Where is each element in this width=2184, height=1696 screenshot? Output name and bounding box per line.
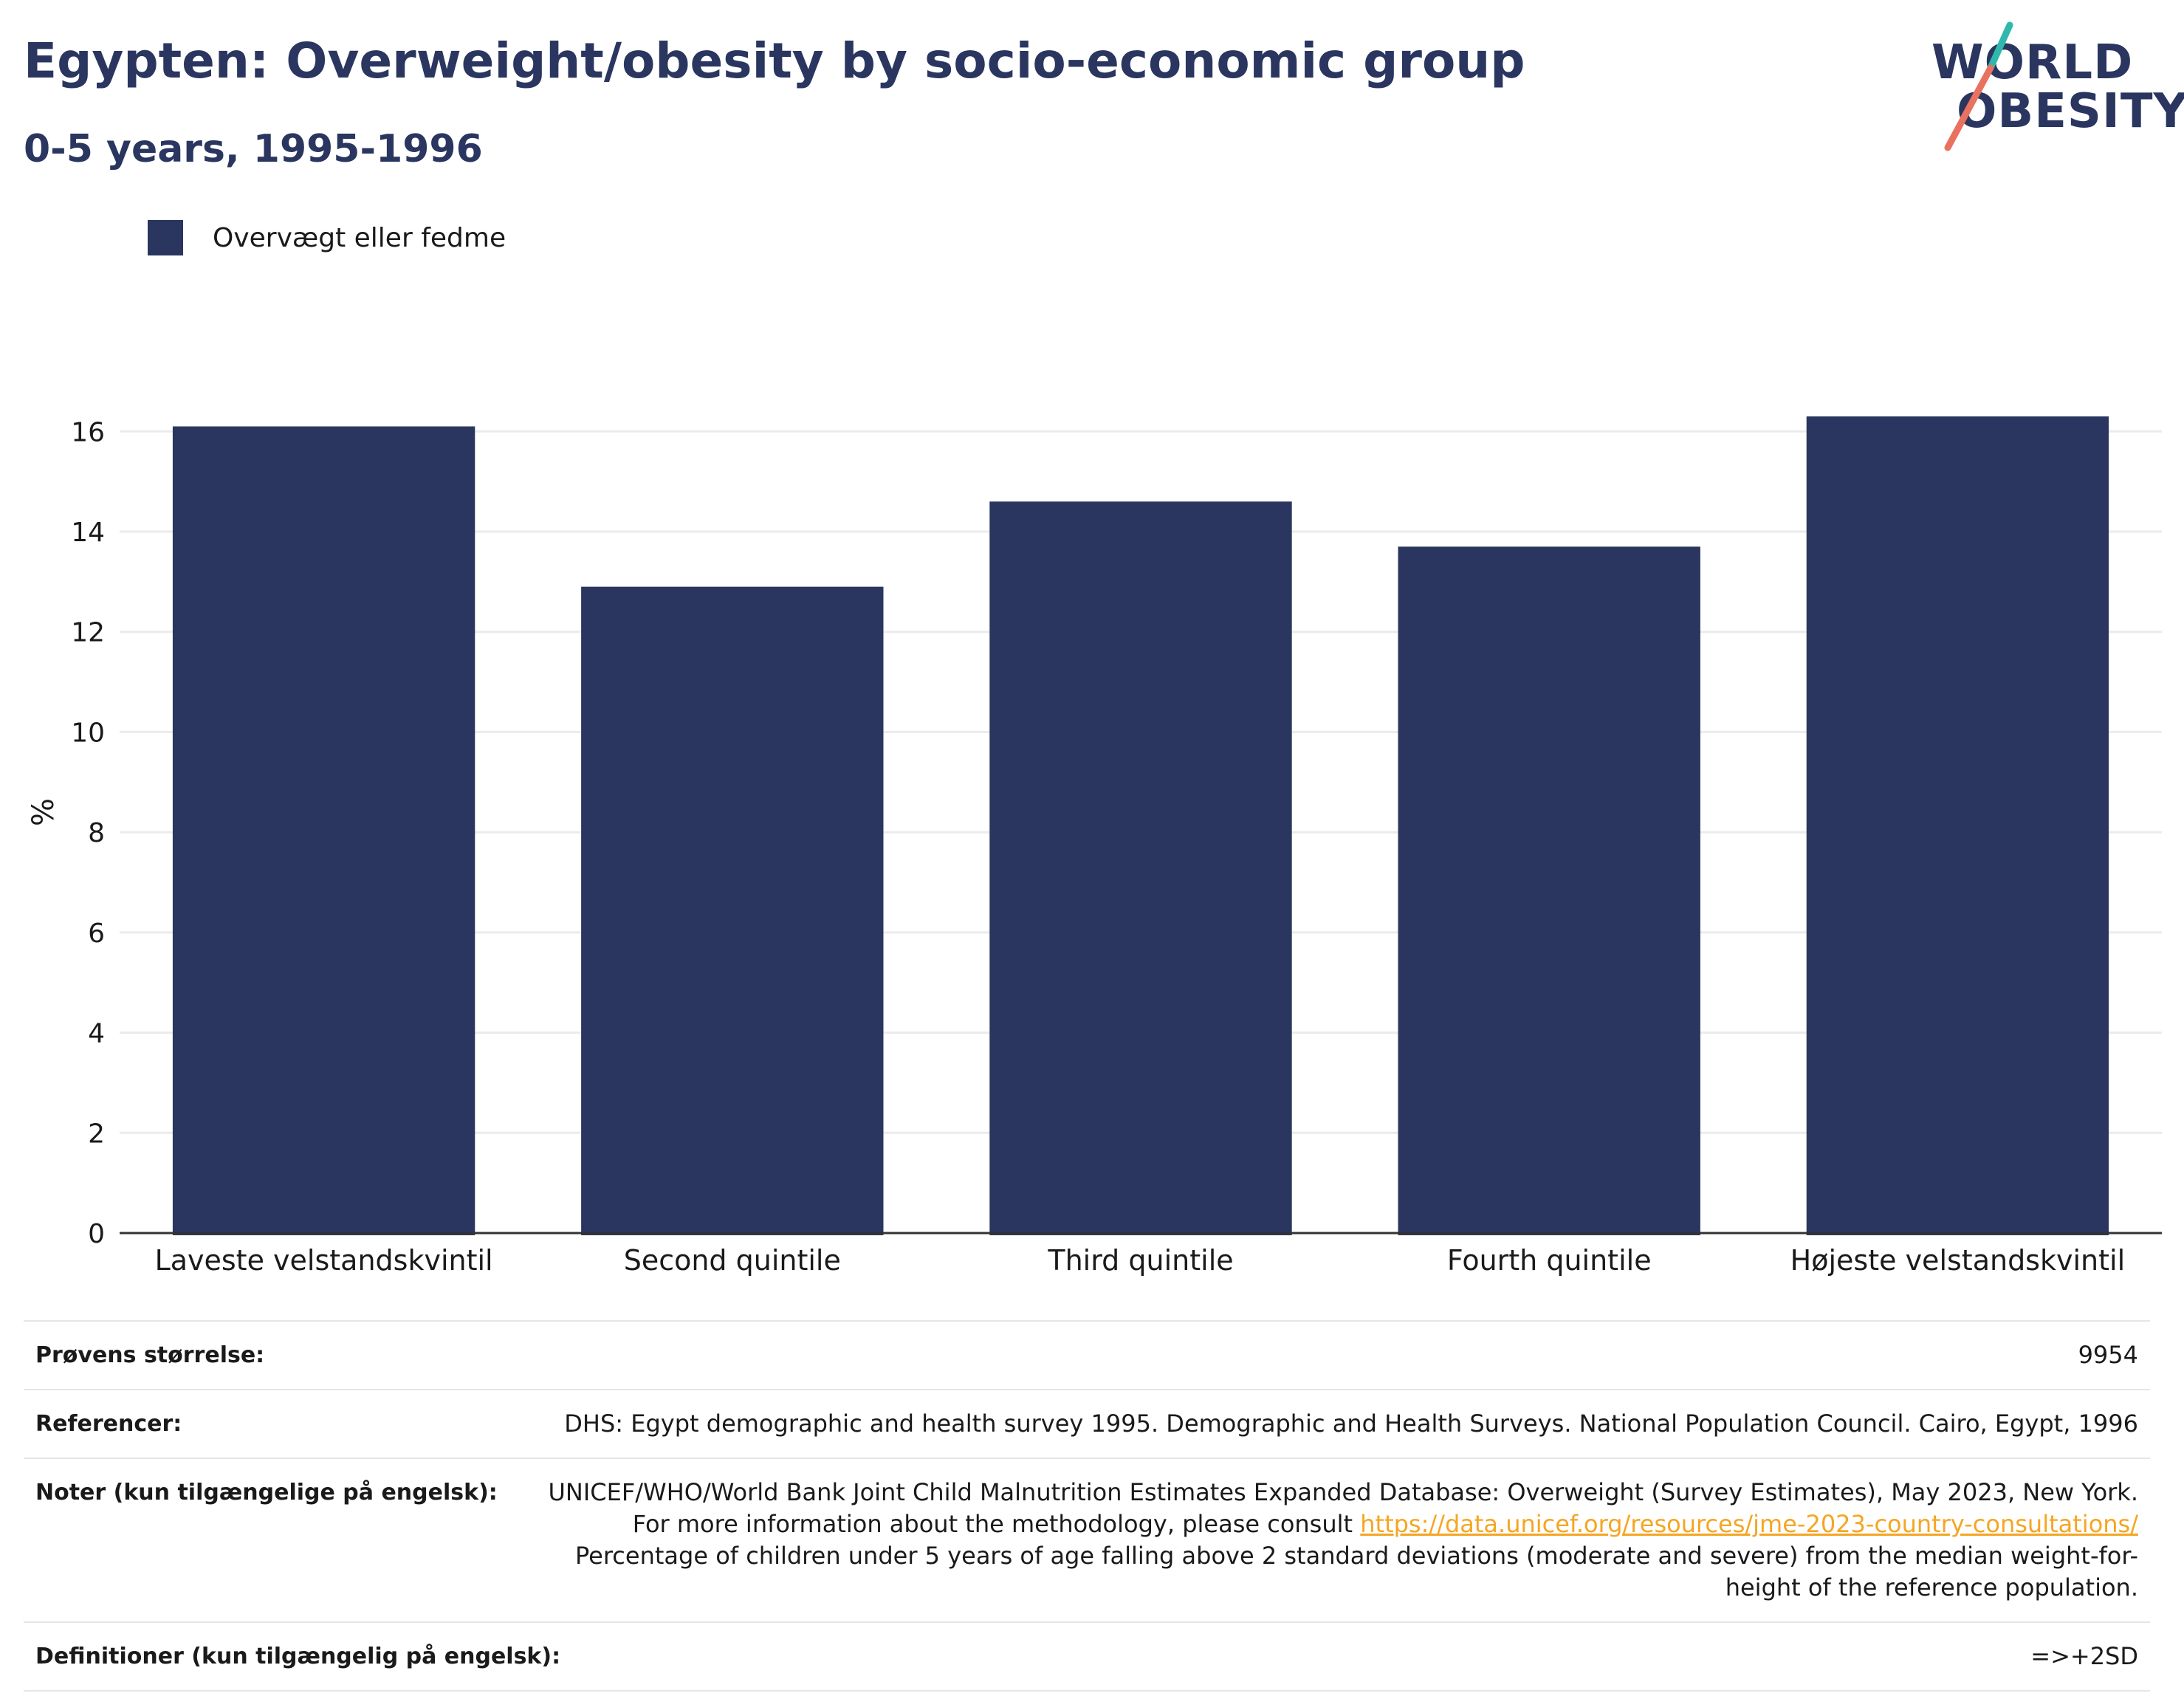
meta-row-sample-size: Prøvens størrelse: 9954 bbox=[24, 1320, 2150, 1389]
y-tick-label: 2 bbox=[88, 1119, 105, 1149]
x-tick-label: Second quintile bbox=[624, 1244, 841, 1277]
bar bbox=[581, 586, 884, 1235]
definitions-value: =>+2SD bbox=[2030, 1642, 2138, 1670]
logo-slash-icon bbox=[1944, 21, 2013, 151]
notes-link[interactable]: https://data.unicef.org/resources/jme-20… bbox=[1360, 1510, 2138, 1538]
logo-word-obesity: OBESITY bbox=[1957, 84, 2184, 139]
legend-label: Overvægt eller fedme bbox=[213, 223, 506, 253]
bar-chart: 0 2 4 6 8 10 12 14 16 Laveste velstandskvintil Sec… bbox=[27, 416, 2162, 1277]
references-label: Referencer: bbox=[35, 1411, 182, 1437]
notes-text-2: Percentage of children under 5 years of … bbox=[575, 1542, 2138, 1601]
meta-row-definitions: Definitioner (kun tilgængelig på engelsk… bbox=[24, 1621, 2150, 1692]
bar bbox=[172, 426, 475, 1235]
x-tick-label: Laveste velstandskvintil bbox=[155, 1244, 493, 1277]
axes: 0 2 4 6 8 10 12 14 16 Laveste velstandskvintil Sec… bbox=[27, 417, 2162, 1277]
y-tick-label: 10 bbox=[71, 718, 105, 748]
bar bbox=[1806, 416, 2109, 1235]
chart-subtitle: 0-5 years, 1995-1996 bbox=[24, 127, 483, 171]
meta-row-notes: Noter (kun tilgængelige på engelsk): UNI… bbox=[24, 1458, 2150, 1621]
y-axis-label: % bbox=[27, 798, 61, 826]
metadata-table: Prøvens størrelse: 9954 Referencer: DHS:… bbox=[24, 1320, 2150, 1692]
bars bbox=[172, 416, 2109, 1235]
bar bbox=[989, 501, 1292, 1235]
meta-row-references: Referencer: DHS: Egypt demographic and h… bbox=[24, 1389, 2150, 1458]
references-value: DHS: Egypt demographic and health survey… bbox=[564, 1410, 2138, 1438]
chart-title: Egypten: Overweight/obesity by socio-eco… bbox=[24, 32, 1525, 89]
definitions-label: Definitioner (kun tilgængelig på engelsk… bbox=[35, 1644, 561, 1669]
legend-swatch bbox=[148, 220, 183, 255]
logo-word-world: WORLD bbox=[1931, 35, 2134, 90]
notes-label: Noter (kun tilgængelige på engelsk): bbox=[35, 1480, 498, 1506]
notes-text-1: UNICEF/WHO/World Bank Joint Child Malnut… bbox=[548, 1478, 2139, 1538]
bar bbox=[1398, 546, 1700, 1235]
x-tick-label: Third quintile bbox=[1047, 1244, 1233, 1277]
world-obesity-logo: WORLD OBESITY bbox=[1927, 21, 2184, 154]
y-tick-label: 4 bbox=[88, 1019, 105, 1049]
y-tick-label: 8 bbox=[88, 818, 105, 848]
y-tick-label: 6 bbox=[88, 919, 105, 949]
y-tick-label: 12 bbox=[71, 618, 105, 648]
y-tick-label: 14 bbox=[71, 518, 105, 548]
x-tick-label: Fourth quintile bbox=[1447, 1244, 1652, 1277]
y-tick-label: 0 bbox=[88, 1219, 105, 1249]
sample-size-label: Prøvens størrelse: bbox=[35, 1342, 265, 1368]
x-tick-label: Højeste velstandskvintil bbox=[1790, 1244, 2125, 1277]
notes-value: UNICEF/WHO/World Bank Joint Child Malnut… bbox=[498, 1477, 2139, 1604]
y-tick-label: 16 bbox=[71, 417, 105, 447]
sample-size-value: 9954 bbox=[2078, 1341, 2138, 1369]
